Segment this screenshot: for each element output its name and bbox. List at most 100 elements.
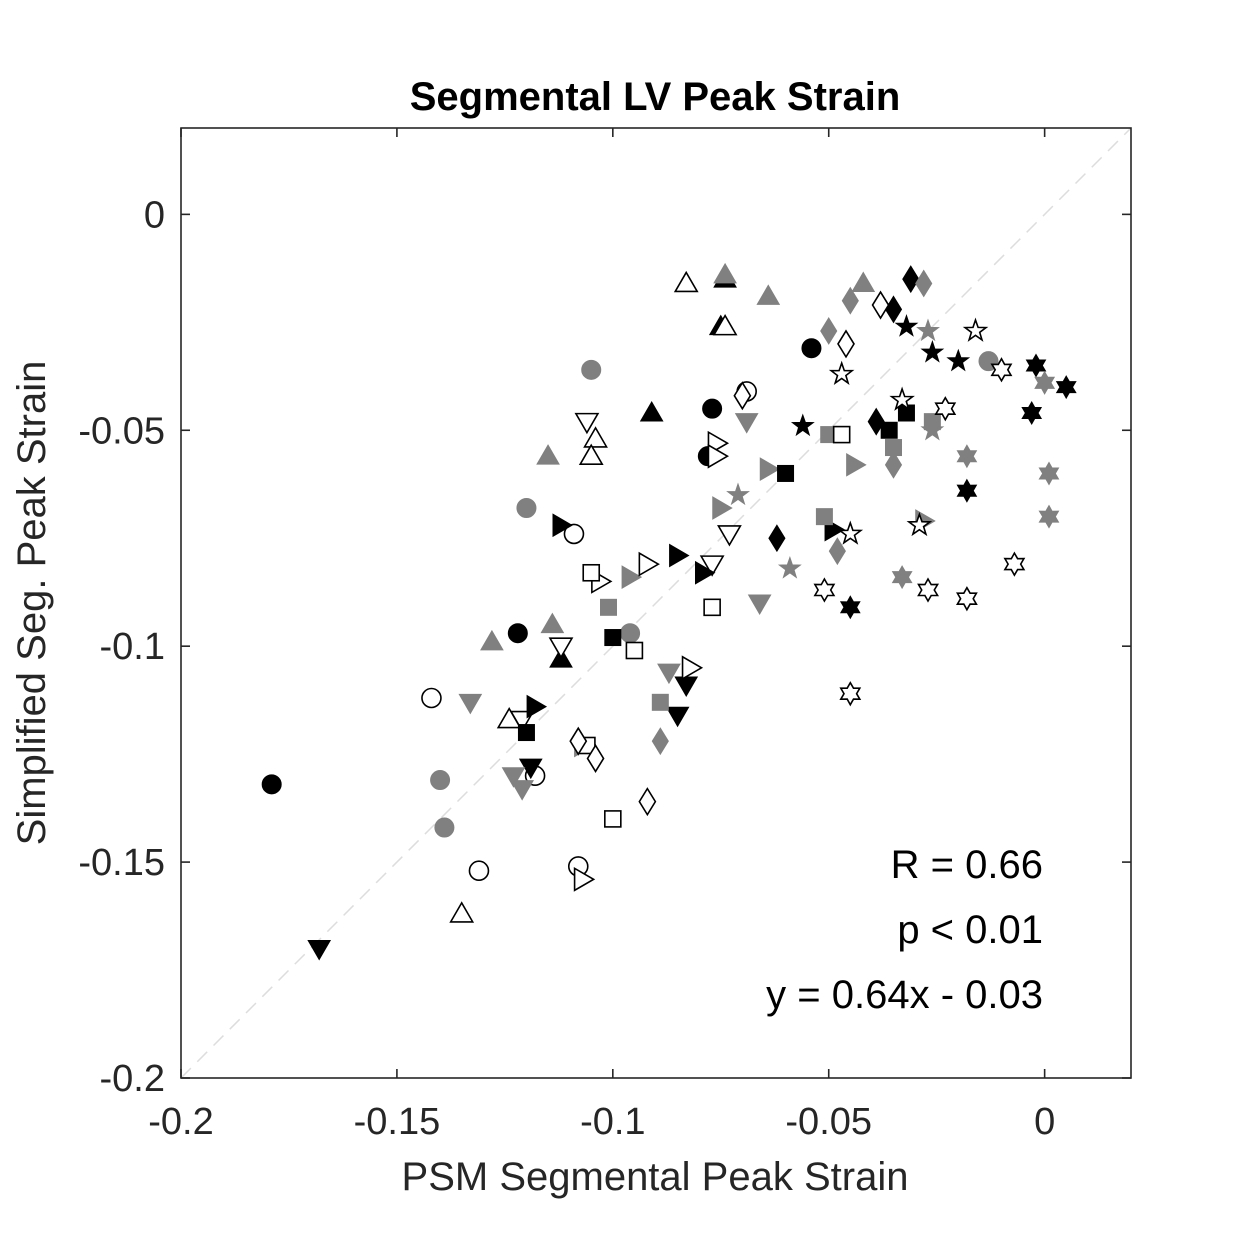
data-point-star-open-2 <box>889 386 915 411</box>
data-point-star-open-1 <box>828 360 855 385</box>
x-tick-label: -0.1 <box>580 1101 645 1143</box>
data-point-diamond-open-4 <box>733 381 752 411</box>
data-point-hexagram-gray-1 <box>891 565 913 590</box>
data-points-layer <box>261 262 1077 961</box>
axes-layer: -0.2 -0.15 -0.1 -0.05 0 -0.2 -0.15 -0.1 -0.05 0 <box>78 127 1132 1143</box>
data-point-hexagram-gray-3 <box>1038 461 1060 486</box>
data-point-hexagram-black-4 <box>1025 353 1047 378</box>
data-point-triangle-right-gray-5 <box>846 452 867 477</box>
x-axis-label: PSM Segmental Peak Strain <box>402 1155 909 1199</box>
data-point-diamond-gray-1 <box>651 727 669 756</box>
data-point-triangle-right-open-4 <box>707 443 730 469</box>
data-point-triangle-down-gray-2 <box>501 767 526 788</box>
data-point-diamond-open-5 <box>837 329 855 359</box>
data-point-hexagram-black-1 <box>839 595 861 620</box>
data-point-diamond-black-4 <box>768 524 786 553</box>
data-point-hexagram-open-4 <box>955 586 978 612</box>
data-point-triangle-down-black-4 <box>665 706 690 728</box>
data-point-triangle-down-gray-4 <box>657 663 681 685</box>
y-tick-label: -0.2 <box>100 1058 165 1100</box>
chart-title: Segmental LV Peak Strain <box>410 75 901 119</box>
data-point-circle-gray-2 <box>516 498 537 518</box>
y-tick-label: -0.05 <box>78 410 165 452</box>
data-point-hexagram-open-3 <box>917 577 940 603</box>
data-point-circle-open-1 <box>421 687 442 709</box>
data-point-hexagram-black-2 <box>956 478 978 503</box>
data-point-hexagram-open-1 <box>813 577 836 603</box>
y-axis-label: Simplified Seg. Peak Strain <box>10 361 54 846</box>
data-point-square-gray-3 <box>815 508 833 526</box>
data-point-circle-gray-5 <box>620 623 641 644</box>
data-point-square-black-2 <box>604 629 622 647</box>
data-point-triangle-down-black-2 <box>518 758 543 780</box>
data-point-triangle-up-open-1 <box>583 426 608 448</box>
data-point-triangle-up-open-4 <box>449 901 475 923</box>
data-point-triangle-down-open-4 <box>717 525 742 547</box>
data-point-hexagram-gray-5 <box>1034 370 1056 395</box>
stat-r-value: R = 0.66 <box>891 843 1043 887</box>
data-point-triangle-right-open-5 <box>573 866 596 892</box>
data-point-star-open-3 <box>837 520 864 545</box>
data-point-triangle-up-gray-3 <box>480 629 504 651</box>
y-tick-label: -0.15 <box>78 842 165 884</box>
data-point-triangle-right-gray-3 <box>712 496 733 520</box>
data-point-hexagram-gray-4 <box>1038 504 1060 529</box>
data-point-circle-black-1 <box>261 774 282 795</box>
data-point-triangle-up-open-5 <box>673 270 699 293</box>
data-point-square-open-5 <box>832 425 851 444</box>
data-point-star-gray-4 <box>920 417 945 441</box>
data-point-circle-black-3 <box>702 398 723 419</box>
data-point-triangle-up-open-6 <box>712 314 738 336</box>
data-point-triangle-down-gray-3 <box>510 780 535 801</box>
data-point-triangle-right-open-2 <box>638 551 660 577</box>
data-point-triangle-right-gray-2 <box>621 565 643 589</box>
data-point-square-gray-2 <box>651 693 669 711</box>
data-point-hexagram-open-5 <box>1003 551 1026 577</box>
x-tick-label: -0.15 <box>354 1101 441 1143</box>
stat-p-value: p < 0.01 <box>897 908 1043 952</box>
data-point-circle-gray-1 <box>581 359 602 380</box>
data-point-triangle-down-open-1 <box>574 412 600 435</box>
data-point-star-black-2 <box>894 314 919 337</box>
data-point-circle-open-2 <box>468 860 490 882</box>
data-point-triangle-down-black-1 <box>307 939 332 961</box>
data-point-triangle-up-gray-6 <box>851 271 876 292</box>
y-tick-label: -0.1 <box>100 626 165 668</box>
data-point-hexagram-gray-2 <box>956 444 978 469</box>
data-point-circle-open-3 <box>563 523 585 545</box>
data-point-square-open-2 <box>604 810 622 828</box>
data-point-square-open-1 <box>582 563 601 582</box>
data-point-star-gray-1 <box>726 482 750 506</box>
data-point-triangle-right-black-4 <box>695 560 716 585</box>
data-point-triangle-down-open-5 <box>699 555 725 577</box>
data-point-diamond-gray-2 <box>828 537 846 566</box>
stat-regression-equation: y = 0.64x - 0.03 <box>766 973 1043 1017</box>
data-point-triangle-down-gray-5 <box>747 594 772 615</box>
data-point-triangle-up-black-1 <box>639 401 664 422</box>
data-point-star-black-1 <box>790 413 815 437</box>
data-point-square-gray-1 <box>600 598 617 616</box>
data-point-square-black-3 <box>777 464 795 482</box>
identity-line <box>180 127 1132 1079</box>
data-point-triangle-down-gray-1 <box>458 693 483 715</box>
data-point-square-black-1 <box>517 724 535 742</box>
data-point-triangle-up-open-2 <box>578 443 604 465</box>
data-point-hexagram-open-7 <box>990 357 1013 383</box>
data-point-star-open-5 <box>962 317 989 342</box>
data-point-triangle-right-open-6 <box>681 655 704 681</box>
data-point-triangle-right-black-3 <box>669 543 690 568</box>
data-point-hexagram-open-2 <box>839 681 862 707</box>
data-point-triangle-up-gray-1 <box>536 444 560 465</box>
y-tick-label: 0 <box>144 194 165 236</box>
data-point-hexagram-black-3 <box>1021 400 1043 426</box>
data-point-circle-gray-4 <box>434 817 455 838</box>
data-point-diamond-open-3 <box>638 787 657 817</box>
data-point-star-black-3 <box>920 339 945 363</box>
data-point-diamond-gray-4 <box>841 286 859 315</box>
data-point-star-black-4 <box>946 348 971 372</box>
data-point-circle-black-2 <box>507 623 528 644</box>
data-point-diamond-gray-3 <box>820 317 838 345</box>
data-point-hexagram-open-6 <box>934 396 957 422</box>
x-tick-label: -0.2 <box>148 1101 213 1143</box>
